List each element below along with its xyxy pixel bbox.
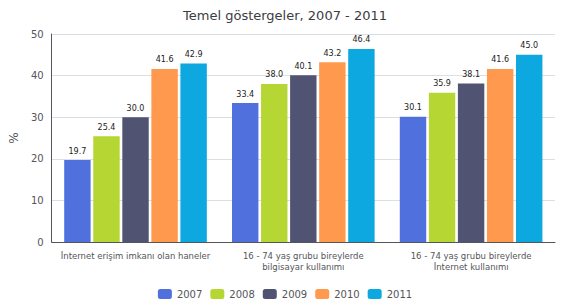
svg-text:41.6: 41.6 xyxy=(491,55,509,64)
svg-text:33.4: 33.4 xyxy=(236,90,254,99)
svg-text:16 - 74 yaş grubu bireylerde: 16 - 74 yaş grubu bireylerde xyxy=(243,251,364,261)
svg-text:Temel göstergeler, 2007 - 2011: Temel göstergeler, 2007 - 2011 xyxy=(182,8,387,23)
svg-text:30.1: 30.1 xyxy=(404,103,422,112)
svg-text:38.0: 38.0 xyxy=(265,70,283,79)
svg-text:43.2: 43.2 xyxy=(323,49,341,58)
svg-text:42.9: 42.9 xyxy=(185,50,203,59)
svg-text:20: 20 xyxy=(31,153,44,164)
svg-text:50: 50 xyxy=(31,29,44,40)
svg-text:2007: 2007 xyxy=(177,289,202,300)
svg-text:40.1: 40.1 xyxy=(294,62,312,71)
svg-text:16 - 74 yaş grubu bireylerde: 16 - 74 yaş grubu bireylerde xyxy=(411,251,532,261)
svg-text:10: 10 xyxy=(31,195,44,206)
svg-text:25.4: 25.4 xyxy=(98,123,116,132)
svg-text:%: % xyxy=(7,132,21,143)
svg-text:2011: 2011 xyxy=(387,289,412,300)
svg-text:0: 0 xyxy=(37,237,43,248)
svg-text:2008: 2008 xyxy=(229,289,254,300)
svg-text:2010: 2010 xyxy=(334,289,359,300)
svg-text:30: 30 xyxy=(31,112,44,123)
svg-text:30.0: 30.0 xyxy=(127,104,145,113)
svg-text:41.6: 41.6 xyxy=(156,55,174,64)
svg-text:İnternet erişim imkanı olan ha: İnternet erişim imkanı olan haneler xyxy=(61,251,211,261)
svg-text:19.7: 19.7 xyxy=(69,147,87,156)
svg-text:2009: 2009 xyxy=(282,289,307,300)
svg-text:40: 40 xyxy=(31,70,44,81)
svg-text:45.0: 45.0 xyxy=(520,41,538,50)
svg-text:46.4: 46.4 xyxy=(353,35,371,44)
svg-text:38.1: 38.1 xyxy=(462,70,480,79)
svg-text:35.9: 35.9 xyxy=(433,79,451,88)
svg-text:bilgisayar kullanımı: bilgisayar kullanımı xyxy=(262,262,344,272)
svg-text:İnternet kullanımı: İnternet kullanımı xyxy=(434,262,509,272)
